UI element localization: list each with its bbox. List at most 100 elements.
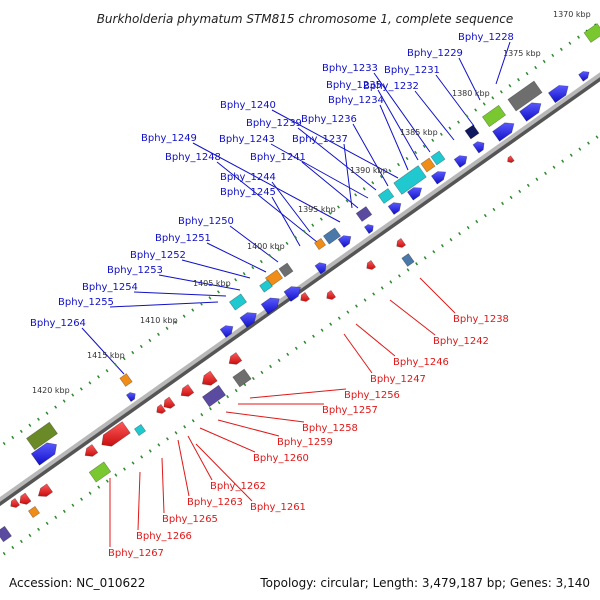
gene-label-bottom[interactable]: Bphy_1238 [453, 314, 509, 325]
forward-gene-feature[interactable] [322, 227, 342, 245]
gene-label-top[interactable]: Bphy_1239 [246, 118, 302, 129]
gene-label-top[interactable]: Bphy_1234 [328, 95, 384, 106]
forward-gene[interactable] [314, 262, 327, 275]
reverse-gene[interactable] [228, 352, 243, 365]
gene-label-top[interactable]: Bphy_1253 [107, 265, 163, 276]
forward-gene-feature[interactable] [420, 157, 436, 173]
forward-gene[interactable] [219, 325, 234, 338]
gene-label-top[interactable]: Bphy_1231 [384, 65, 440, 76]
gene-label-top[interactable]: Bphy_1235 [326, 80, 382, 91]
forward-gene-feature[interactable] [481, 104, 507, 128]
forward-gene[interactable] [260, 297, 280, 315]
reverse-gene-feature[interactable] [88, 461, 112, 483]
reverse-gene-feature[interactable] [201, 384, 227, 408]
reverse-gene[interactable] [366, 259, 377, 270]
gene-label-bottom[interactable]: Bphy_1265 [162, 514, 218, 525]
gene-label-top[interactable]: Bphy_1232 [363, 81, 419, 92]
reverse-gene[interactable] [180, 384, 195, 397]
forward-gene[interactable] [472, 141, 485, 154]
forward-gene[interactable] [387, 202, 402, 215]
gene-label-top[interactable]: Bphy_1252 [130, 250, 186, 261]
top-leader-line [301, 161, 359, 209]
forward-gene-feature[interactable] [26, 421, 58, 451]
reverse-gene-feature[interactable] [133, 423, 147, 437]
gene-label-bottom[interactable]: Bphy_1266 [136, 531, 192, 542]
reverse-gene-feature[interactable] [232, 368, 252, 388]
gene-label-top[interactable]: Bphy_1236 [301, 114, 357, 125]
gene-label-top[interactable]: Bphy_1264 [30, 318, 86, 329]
forward-gene-feature[interactable] [355, 206, 373, 222]
reverse-gene[interactable] [396, 237, 407, 248]
gene-label-bottom[interactable]: Bphy_1242 [433, 336, 489, 347]
forward-gene-feature[interactable] [119, 373, 133, 387]
forward-gene[interactable] [337, 235, 352, 248]
forward-gene[interactable] [453, 155, 468, 168]
gene-label-bottom[interactable]: Bphy_1262 [210, 481, 266, 492]
forward-gene[interactable] [492, 122, 515, 142]
forward-gene-feature[interactable] [583, 23, 600, 43]
gene-label-bottom[interactable]: Bphy_1257 [322, 405, 378, 416]
forward-gene-feature[interactable] [278, 262, 294, 278]
gene-label-top[interactable]: Bphy_1241 [250, 152, 306, 163]
gene-label-bottom[interactable]: Bphy_1267 [108, 548, 164, 559]
forward-gene-feature[interactable] [464, 124, 480, 140]
gene-label-top[interactable]: Bphy_1254 [82, 282, 138, 293]
gene-label-bottom[interactable]: Bphy_1260 [253, 453, 309, 464]
reverse-gene[interactable] [156, 403, 167, 414]
gene-label-top[interactable]: Bphy_1229 [407, 48, 463, 59]
gene-label-bottom[interactable]: Bphy_1259 [277, 437, 333, 448]
gene-label-top[interactable]: Bphy_1248 [165, 152, 221, 163]
forward-gene[interactable] [578, 71, 590, 82]
forward-gene-feature[interactable] [430, 150, 446, 166]
forward-gene[interactable] [283, 286, 301, 302]
reverse-gene[interactable] [10, 497, 21, 508]
coordinate-track-2 [0, 133, 600, 559]
gene-label-bottom[interactable]: Bphy_1246 [393, 357, 449, 368]
reverse-gene-feature[interactable] [0, 525, 12, 543]
gene-label-top[interactable]: Bphy_1243 [219, 134, 275, 145]
genome-summary-text: Topology: circular; Length: 3,479,187 bp… [259, 576, 590, 590]
reverse-gene[interactable] [19, 492, 32, 505]
forward-gene[interactable] [239, 312, 257, 328]
forward-gene[interactable] [125, 392, 136, 403]
reverse-gene-feature[interactable] [27, 505, 41, 519]
gene-label-top[interactable]: Bphy_1245 [220, 187, 276, 198]
reverse-gene[interactable] [101, 421, 131, 447]
forward-gene[interactable] [363, 224, 374, 235]
gene-label-bottom[interactable]: Bphy_1261 [250, 502, 306, 513]
gene-label-top[interactable]: Bphy_1250 [178, 216, 234, 227]
gene-label-top[interactable]: Bphy_1255 [58, 297, 114, 308]
forward-gene-feature[interactable] [507, 80, 543, 112]
forward-gene-feature[interactable] [377, 188, 395, 204]
reverse-gene[interactable] [300, 291, 311, 302]
reverse-gene[interactable] [326, 289, 337, 300]
gene-label-top[interactable]: Bphy_1240 [220, 100, 276, 111]
gene-label-bottom[interactable]: Bphy_1258 [302, 423, 358, 434]
gene-label-bottom[interactable]: Bphy_1256 [344, 390, 400, 401]
reverse-gene[interactable] [163, 396, 176, 409]
forward-gene-feature[interactable] [228, 293, 248, 311]
reverse-gene[interactable] [507, 155, 515, 163]
gene-label-top[interactable]: Bphy_1251 [155, 233, 211, 244]
forward-gene[interactable] [519, 102, 542, 122]
bottom-leader-line [137, 471, 141, 531]
gene-label-top[interactable]: Bphy_1228 [458, 32, 514, 43]
reverse-gene[interactable] [201, 370, 218, 386]
forward-gene[interactable] [547, 85, 569, 104]
forward-gene-feature[interactable] [313, 237, 327, 251]
reverse-gene-feature[interactable] [401, 253, 415, 267]
reverse-gene[interactable] [37, 483, 54, 497]
forward-gene-feature[interactable] [259, 279, 273, 293]
gene-label-top[interactable]: Bphy_1244 [220, 172, 276, 183]
gene-label-top[interactable]: Bphy_1233 [322, 63, 378, 74]
bottom-leader-line [389, 299, 436, 336]
gene-label-top[interactable]: Bphy_1237 [292, 134, 348, 145]
forward-gene[interactable] [430, 171, 447, 185]
forward-gene[interactable] [30, 442, 57, 466]
forward-gene[interactable] [406, 187, 423, 201]
gene-label-bottom[interactable]: Bphy_1263 [187, 497, 243, 508]
gene-label-bottom[interactable]: Bphy_1247 [370, 374, 426, 385]
forward-gene-feature[interactable] [393, 165, 427, 195]
reverse-gene[interactable] [84, 444, 99, 457]
gene-label-top[interactable]: Bphy_1249 [141, 133, 197, 144]
